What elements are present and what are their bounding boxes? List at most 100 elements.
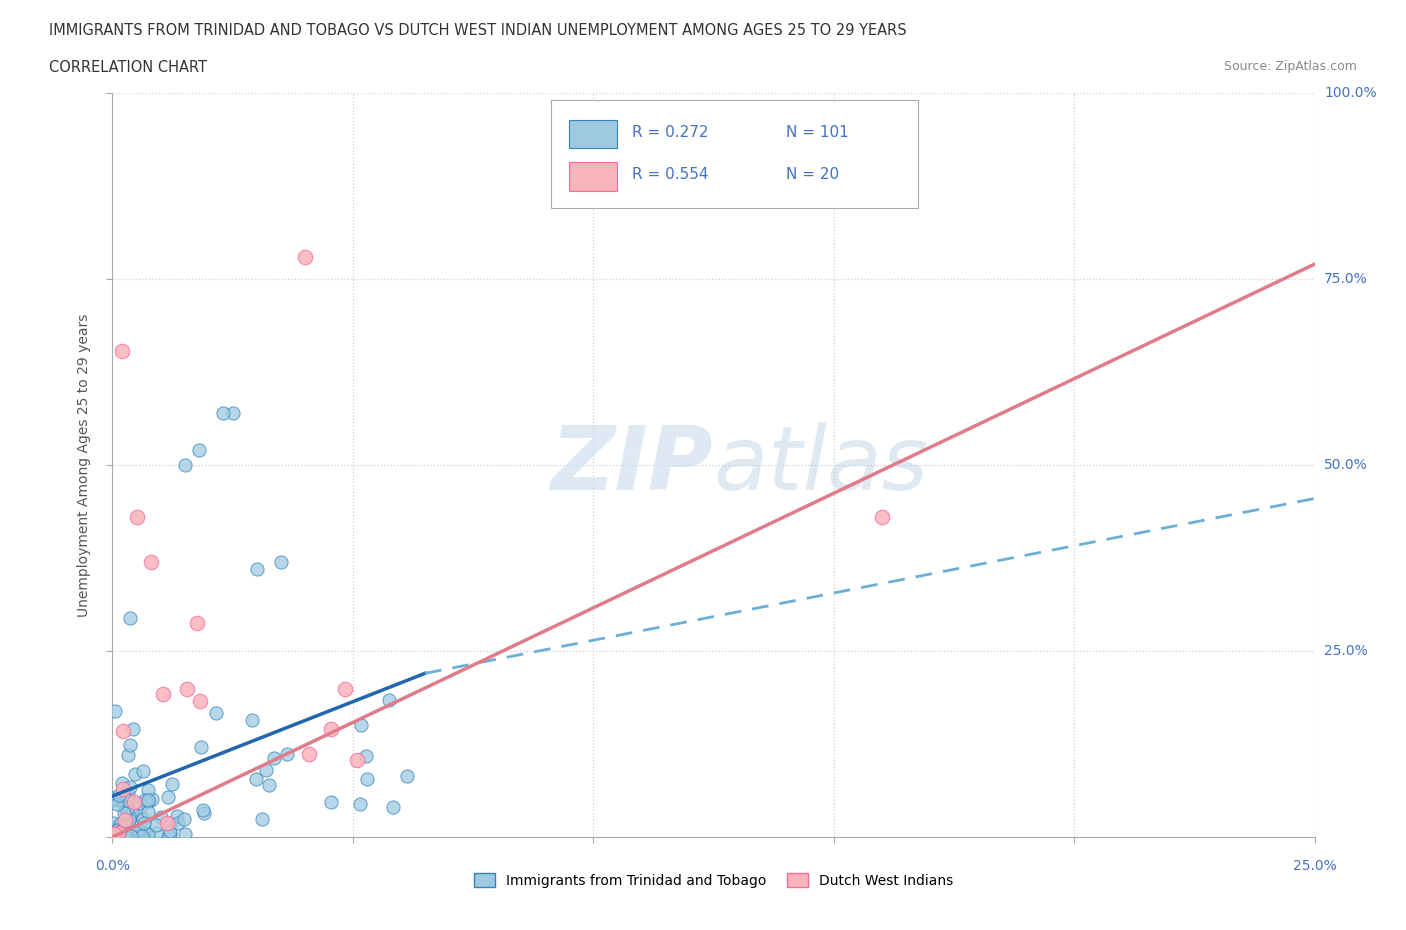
Point (132, 764, 155, 778)
Point (166, 809, 188, 824)
Point (205, 705, 228, 720)
Point (193, 803, 215, 817)
Point (111, 782, 134, 797)
Point (259, 777, 281, 792)
Point (193, 805, 215, 820)
Point (111, 343, 134, 358)
Point (120, 611, 142, 626)
Point (112, 805, 135, 820)
Text: 25.0%: 25.0% (1324, 644, 1368, 658)
Point (104, 703, 127, 718)
Point (118, 779, 141, 794)
Point (125, 510, 148, 525)
Point (105, 822, 128, 837)
Point (141, 791, 163, 806)
Point (127, 826, 149, 841)
Point (114, 829, 136, 844)
Point (870, 510, 893, 525)
Point (298, 747, 321, 762)
Point (114, 826, 136, 841)
Point (117, 747, 139, 762)
Text: N = 20: N = 20 (786, 167, 839, 182)
Text: 50.0%: 50.0% (1324, 458, 1368, 472)
Point (333, 682, 356, 697)
Point (159, 823, 181, 838)
Point (115, 802, 138, 817)
Point (103, 816, 125, 830)
Point (173, 827, 195, 842)
Point (103, 827, 125, 842)
Point (107, 826, 129, 841)
Point (156, 816, 179, 830)
Point (139, 554, 162, 569)
Point (110, 817, 132, 832)
Point (120, 828, 142, 843)
Point (378, 692, 401, 707)
FancyBboxPatch shape (551, 100, 918, 208)
Point (134, 792, 156, 807)
Point (111, 724, 134, 738)
Point (173, 812, 195, 827)
Point (128, 830, 150, 844)
Point (111, 788, 134, 803)
Point (173, 458, 195, 472)
Text: Source: ZipAtlas.com: Source: ZipAtlas.com (1223, 60, 1357, 73)
Point (112, 822, 135, 837)
Point (319, 721, 342, 736)
Point (156, 790, 179, 804)
Point (188, 694, 211, 709)
Point (110, 817, 132, 831)
Point (105, 796, 128, 811)
Text: 0.0%: 0.0% (96, 859, 129, 873)
Point (103, 792, 125, 807)
Point (254, 763, 277, 777)
Point (250, 812, 273, 827)
Point (356, 749, 378, 764)
Point (114, 813, 136, 828)
Point (159, 829, 181, 844)
Point (121, 805, 143, 820)
Point (108, 817, 131, 832)
Point (101, 829, 124, 844)
Point (346, 752, 368, 767)
Point (120, 737, 142, 752)
Point (128, 801, 150, 816)
Point (124, 766, 146, 781)
Point (128, 795, 150, 810)
Point (132, 812, 155, 827)
Point (138, 794, 160, 809)
Point (120, 810, 142, 825)
Point (115, 812, 138, 827)
Point (136, 804, 159, 819)
Text: R = 0.554: R = 0.554 (631, 167, 709, 182)
Point (107, 829, 129, 844)
Point (186, 616, 208, 631)
Point (246, 562, 269, 577)
Point (240, 713, 263, 728)
Point (122, 825, 145, 840)
Point (108, 824, 131, 839)
Point (145, 826, 167, 841)
Y-axis label: Unemployment Among Ages 25 to 29 years: Unemployment Among Ages 25 to 29 years (77, 313, 91, 617)
Point (381, 800, 404, 815)
Point (135, 826, 157, 841)
Point (190, 739, 212, 754)
Point (103, 830, 125, 844)
Point (149, 809, 172, 824)
Point (132, 826, 155, 841)
Point (107, 829, 129, 844)
Point (118, 819, 141, 834)
Point (131, 829, 153, 844)
Point (356, 772, 378, 787)
Text: 75.0%: 75.0% (1324, 272, 1368, 286)
Point (276, 747, 298, 762)
Text: IMMIGRANTS FROM TRINIDAD AND TOBAGO VS DUTCH WEST INDIAN UNEMPLOYMENT AMONG AGES: IMMIGRANTS FROM TRINIDAD AND TOBAGO VS D… (49, 23, 907, 38)
Point (350, 718, 373, 733)
Point (396, 768, 419, 783)
Point (107, 824, 129, 839)
Point (134, 815, 156, 830)
Point (349, 796, 371, 811)
Point (118, 813, 141, 828)
Text: 100.0%: 100.0% (1324, 86, 1376, 100)
Point (245, 771, 267, 786)
